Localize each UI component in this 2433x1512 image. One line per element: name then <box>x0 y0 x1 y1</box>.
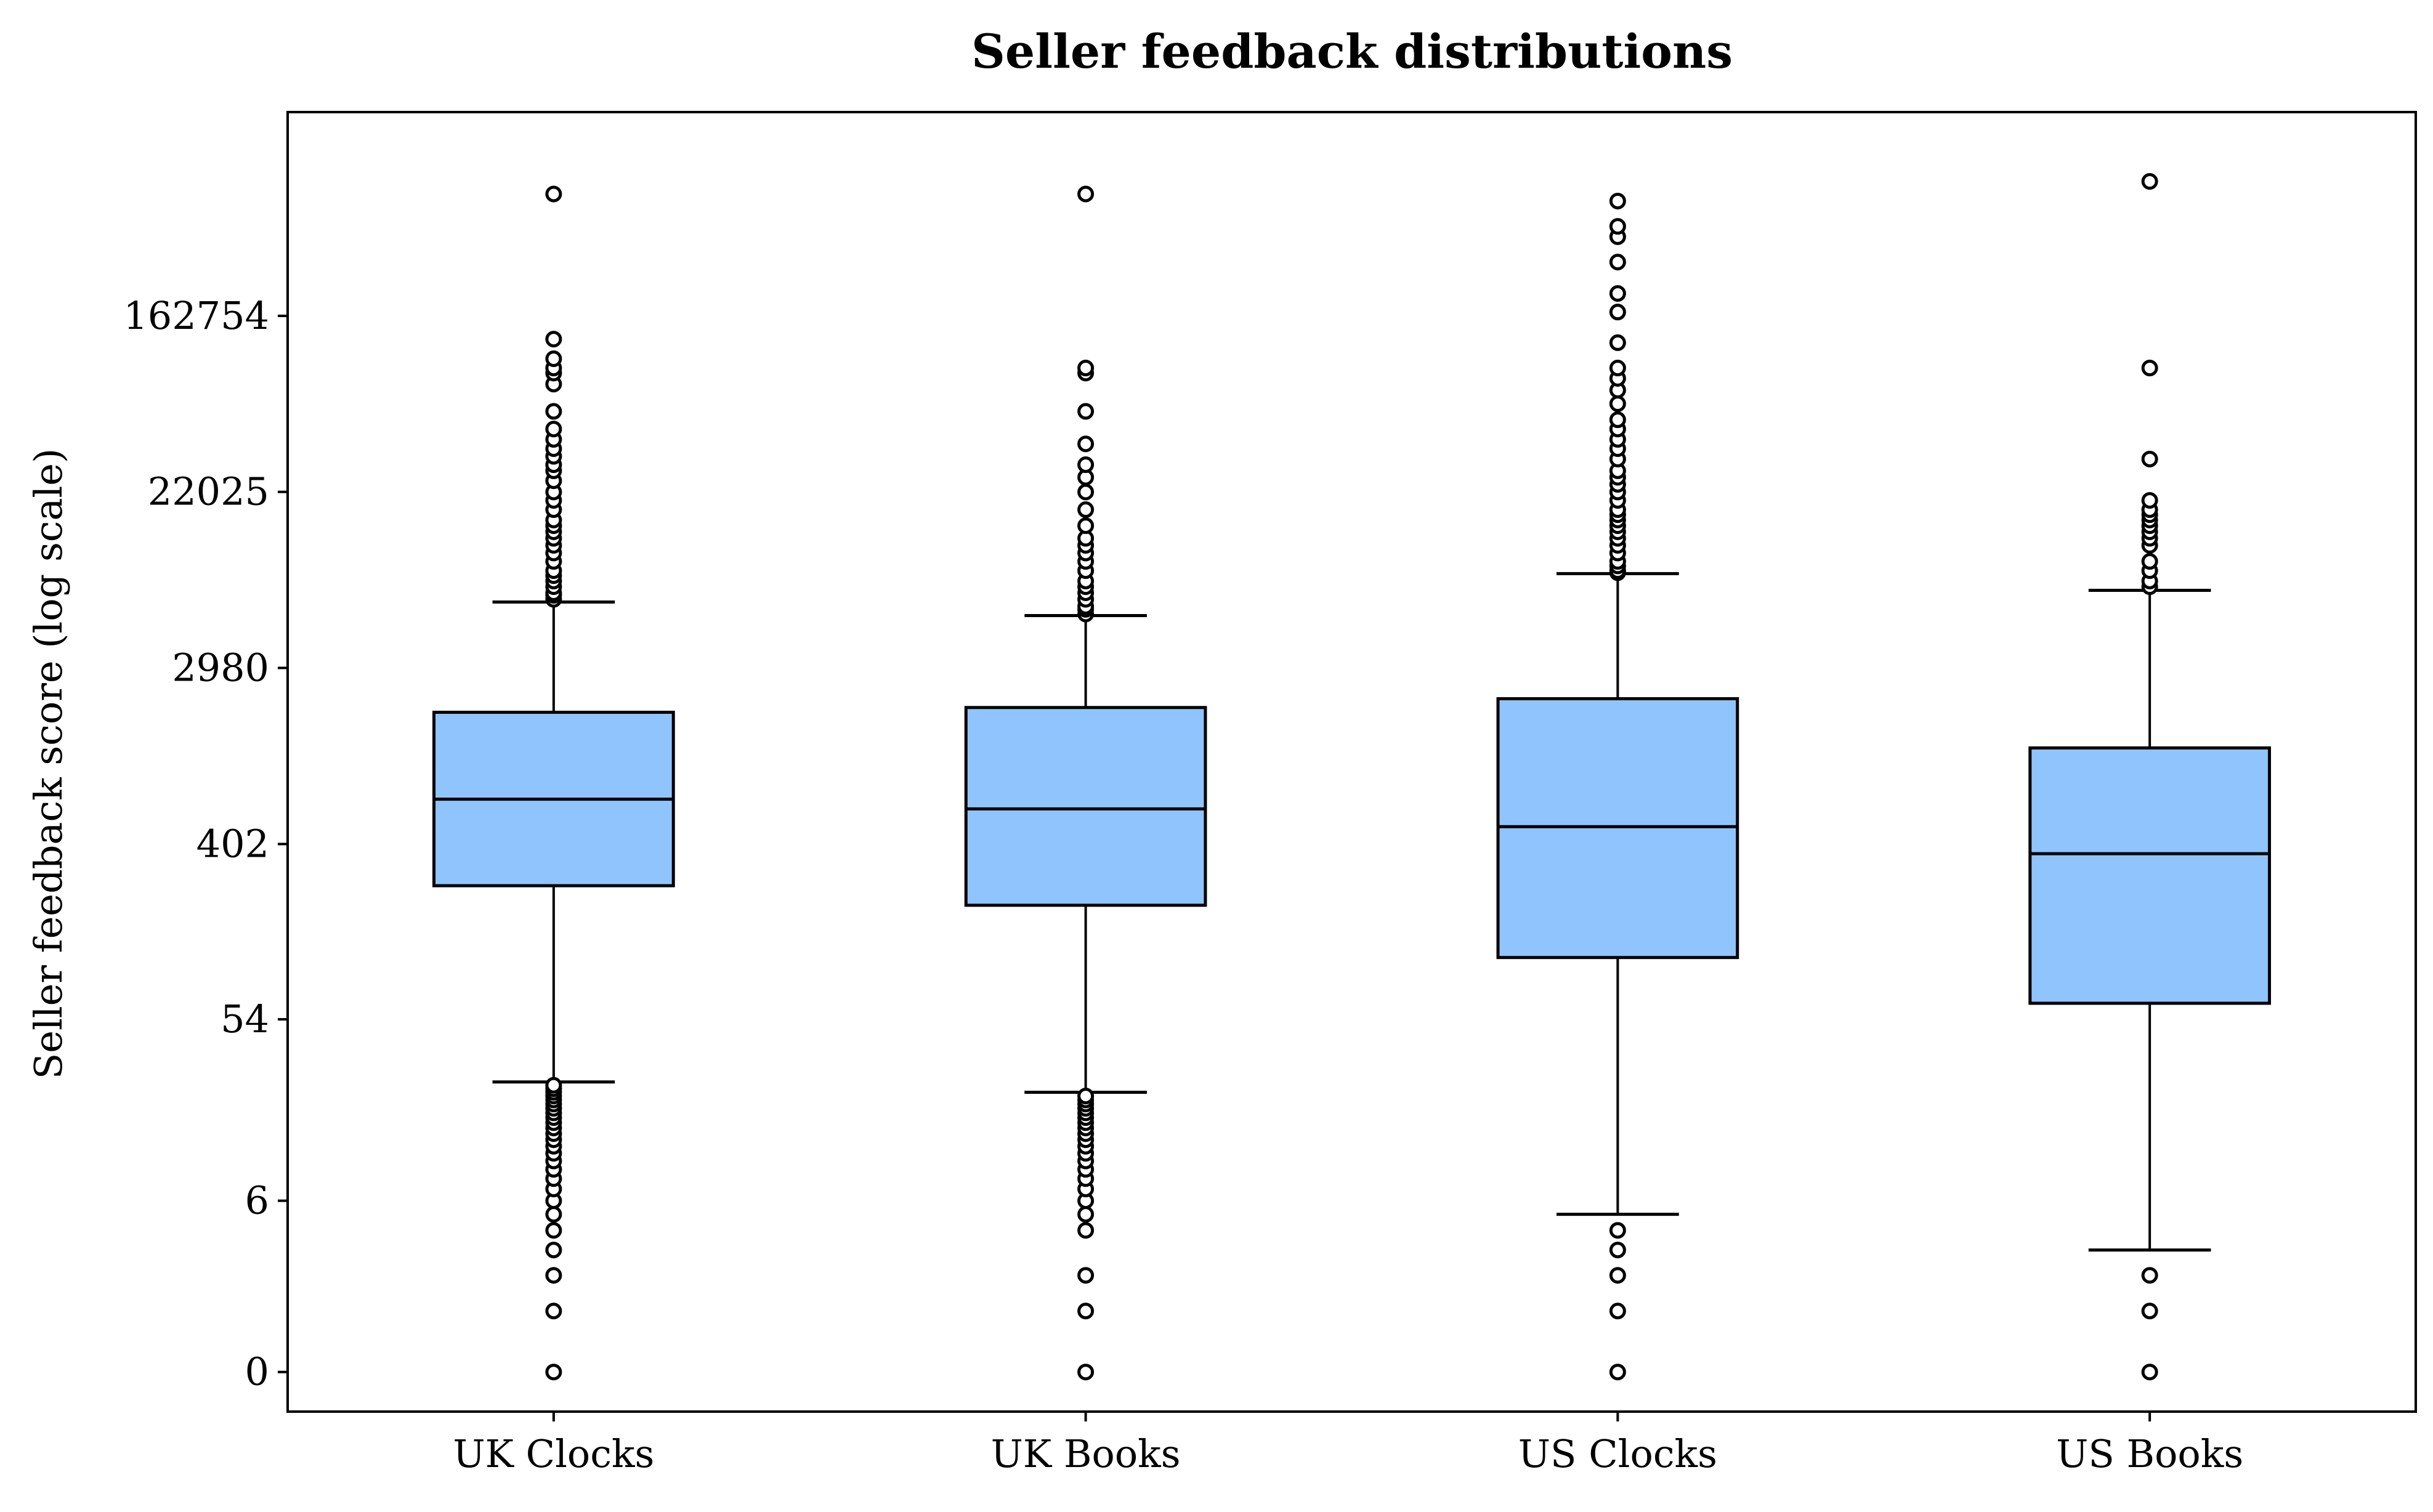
outlier-point <box>1077 456 1095 474</box>
plot-area <box>432 173 2271 1381</box>
plot-frame <box>286 111 2417 1413</box>
outlier-point <box>545 1206 562 1223</box>
outlier-point <box>545 1222 562 1239</box>
outlier-point <box>1609 285 1626 302</box>
box-group <box>432 185 675 1381</box>
outlier-point <box>545 1267 562 1284</box>
outlier-point <box>545 421 562 438</box>
x-tick-label: US Books <box>2056 1431 2243 1476</box>
x-tick-label: UK Books <box>991 1431 1181 1476</box>
outlier-point <box>545 403 562 420</box>
outlier-point <box>1077 1364 1095 1381</box>
outlier-point <box>545 185 562 203</box>
outlier-point <box>545 331 562 348</box>
outlier-point <box>2141 1364 2158 1381</box>
iqr-box <box>964 706 1207 907</box>
outlier-point <box>2141 553 2158 570</box>
outlier-point <box>1077 1206 1095 1223</box>
outlier-point <box>545 1364 562 1381</box>
outlier-point <box>1609 218 1626 235</box>
outlier-point <box>545 1242 562 1259</box>
outlier-point <box>1077 403 1095 420</box>
outlier-point <box>2141 450 2158 467</box>
outlier-point <box>1077 1303 1095 1320</box>
outlier-point <box>1077 435 1095 453</box>
y-tick-label: 0 <box>245 1349 269 1394</box>
y-tick-label: 2980 <box>172 645 269 690</box>
outlier-point <box>1077 483 1095 501</box>
outlier-point <box>1609 395 1626 412</box>
y-tick-label: 54 <box>221 997 269 1041</box>
outlier-point <box>1077 1222 1095 1239</box>
box-group <box>1496 192 1739 1381</box>
iqr-box <box>2028 746 2271 1005</box>
chart-title: Seller feedback distributions <box>971 24 1733 79</box>
y-axis: 0 6 54 402 2980 22025 162754 <box>123 293 288 1394</box>
outlier-point <box>1609 1242 1626 1259</box>
outlier-point <box>545 350 562 367</box>
outlier-point <box>1609 304 1626 321</box>
outlier-point <box>1077 517 1095 535</box>
box-group <box>2028 173 2271 1381</box>
outlier-point <box>1609 1303 1626 1320</box>
outlier-point <box>1077 360 1095 377</box>
outlier-point <box>1609 1222 1626 1239</box>
x-axis: UK Clocks UK Books US Clocks US Books <box>453 1412 2243 1476</box>
outlier-point <box>2141 360 2158 377</box>
outlier-point <box>1609 360 1626 377</box>
outlier-point <box>2141 1303 2158 1320</box>
outlier-point <box>2141 491 2158 509</box>
outlier-point <box>1077 185 1095 203</box>
outlier-point <box>2141 1267 2158 1284</box>
outlier-point <box>1077 1267 1095 1284</box>
outlier-point <box>1077 501 1095 519</box>
outlier-point <box>1609 1364 1626 1381</box>
outlier-point <box>1609 253 1626 270</box>
outlier-point <box>1609 1267 1626 1284</box>
outlier-point <box>1609 334 1626 351</box>
y-tick-label: 162754 <box>123 293 269 338</box>
outlier-point <box>545 1077 562 1094</box>
box-group <box>964 185 1207 1381</box>
outlier-point <box>2141 173 2158 190</box>
y-axis-label: Seller feedback score (log scale) <box>26 448 71 1079</box>
y-tick-label: 22025 <box>148 469 269 514</box>
outlier-point <box>1077 1088 1095 1105</box>
outlier-point <box>1609 411 1626 429</box>
x-tick-label: UK Clocks <box>453 1431 654 1476</box>
y-tick-label: 402 <box>196 821 269 866</box>
x-tick-label: US Clocks <box>1518 1431 1717 1476</box>
outlier-point <box>1609 192 1626 209</box>
outlier-point <box>545 1303 562 1320</box>
y-tick-label: 6 <box>245 1178 269 1223</box>
